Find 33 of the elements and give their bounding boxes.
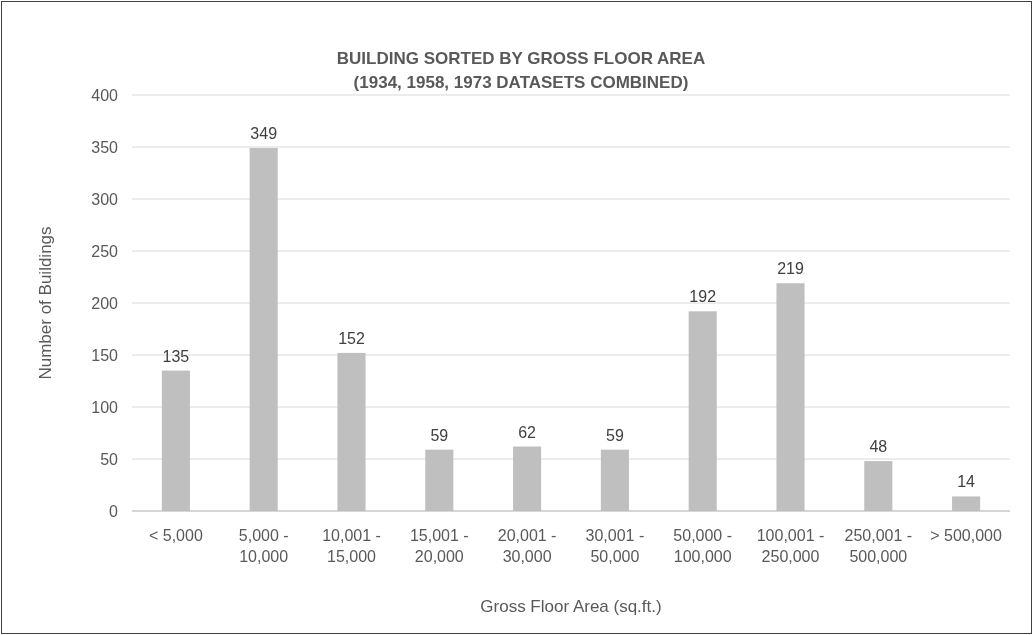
data-label: 135 [162,347,190,365]
data-label: 192 [689,288,717,306]
x-axis-title: Gross Floor Area (sq.ft.) [480,597,662,616]
x-tick-label: 250,001 - 500,000 [844,527,913,565]
data-label: 59 [606,426,624,444]
data-label: 59 [430,426,449,444]
y-tick-label: 250 [91,242,119,260]
x-tick-label: 100,001 - 250,000 [756,527,825,565]
y-tick-label: 300 [91,190,119,208]
x-tick-label: 15,001 - 20,000 [409,527,469,565]
chart-subtitle: (1934, 1958, 1973 DATASETS COMBINED) [353,73,689,92]
y-tick-label: 50 [100,450,119,468]
data-label: 219 [777,260,804,278]
y-tick-label: 350 [91,138,119,156]
y-tick-label: 150 [91,346,119,364]
x-tick-label: > 500,000 [930,527,1003,544]
y-axis-title: Number of Buildings [36,226,55,380]
x-tick-label: 20,001 - 30,000 [497,527,557,565]
data-label: 48 [869,438,888,456]
x-tick-label: 30,001 - 50,000 [585,527,645,565]
x-tick-label: 10,001 - 15,000 [322,527,381,565]
y-tick-label: 0 [109,502,119,520]
y-tick-label: 400 [91,86,119,104]
x-tick-label: 5,000 - 10,000 [238,527,289,565]
y-tick-label: 100 [91,398,119,416]
y-tick-label: 200 [91,294,119,312]
data-label: 62 [518,423,537,441]
x-tick-label: < 5,000 [148,527,203,544]
chart-title: BUILDING SORTED BY GROSS FLOOR AREA [336,49,706,68]
data-label: 14 [957,473,976,491]
data-label: 152 [338,329,365,347]
x-tick-label: 50,000 - 100,000 [673,527,733,565]
data-label: 349 [250,125,278,143]
